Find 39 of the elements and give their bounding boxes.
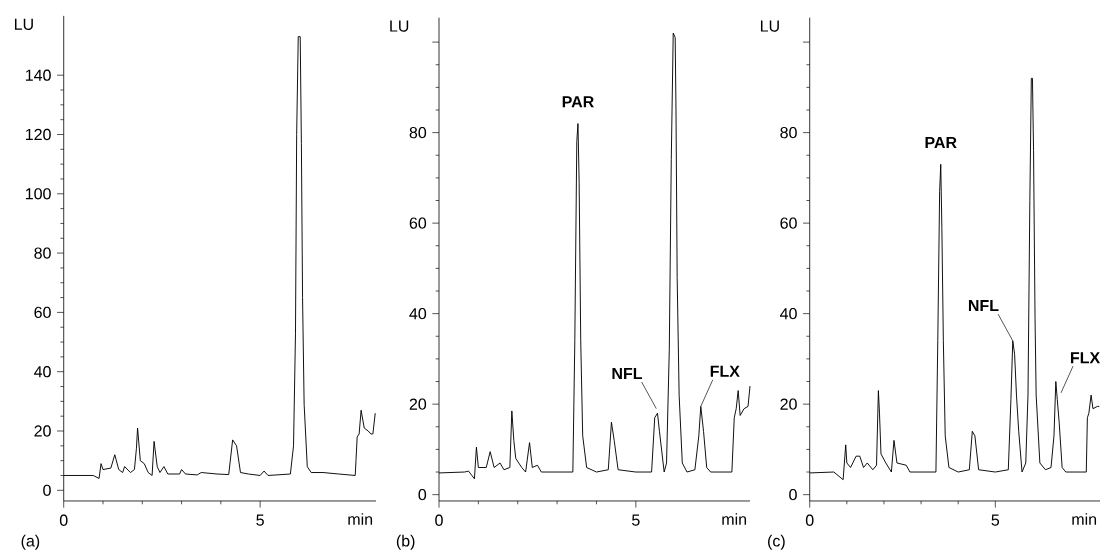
text: (b)	[396, 534, 415, 550]
y-tick-label: 40	[409, 307, 427, 320]
y-axis-title: LU	[760, 20, 779, 32]
y-tick-label: 140	[25, 69, 51, 81]
annotation: NFL	[968, 300, 999, 312]
y-tick-label: 100	[25, 188, 51, 200]
x-tick-label: 0	[435, 514, 443, 526]
y-axis-title: LU	[14, 18, 33, 30]
annotation: NFL	[612, 368, 643, 379]
y-tick-label: 80	[409, 126, 427, 139]
y-tick-label: 20	[780, 398, 797, 410]
annotation: PAR	[925, 137, 957, 149]
y-tick-label: 0	[43, 484, 51, 496]
y-axis-title: LU	[390, 20, 409, 32]
text: (a)	[21, 534, 40, 550]
y-tick-label: 80	[34, 247, 51, 259]
x-tick-label: 0	[59, 514, 68, 526]
x-axis-title: min	[348, 513, 373, 525]
x-tick-label: 5	[632, 514, 640, 526]
y-tick-label: 80	[780, 126, 797, 139]
x-tick-label: 0	[805, 514, 814, 526]
y-tick-label: 60	[409, 217, 427, 229]
y-tick-label: 0	[418, 488, 427, 501]
annotation: FLX	[1070, 352, 1101, 364]
annotation: FLX	[710, 365, 740, 377]
x-tick-label: 5	[991, 514, 1000, 526]
y-tick-label: 20	[34, 425, 51, 437]
y-tick-label: 60	[34, 306, 51, 319]
y-tick-label: 120	[25, 128, 51, 141]
y-tick-label: 20	[409, 398, 427, 410]
annotation: PAR	[562, 96, 594, 108]
text: (c)	[768, 534, 785, 550]
y-tick-label: 40	[780, 307, 797, 320]
y-tick-label: 60	[780, 217, 797, 229]
y-tick-label: 40	[34, 366, 51, 378]
x-tick-label: 5	[256, 514, 264, 526]
y-tick-label: 0	[789, 488, 797, 501]
x-axis-title: min	[722, 513, 747, 525]
x-axis-title: min	[1072, 513, 1097, 525]
